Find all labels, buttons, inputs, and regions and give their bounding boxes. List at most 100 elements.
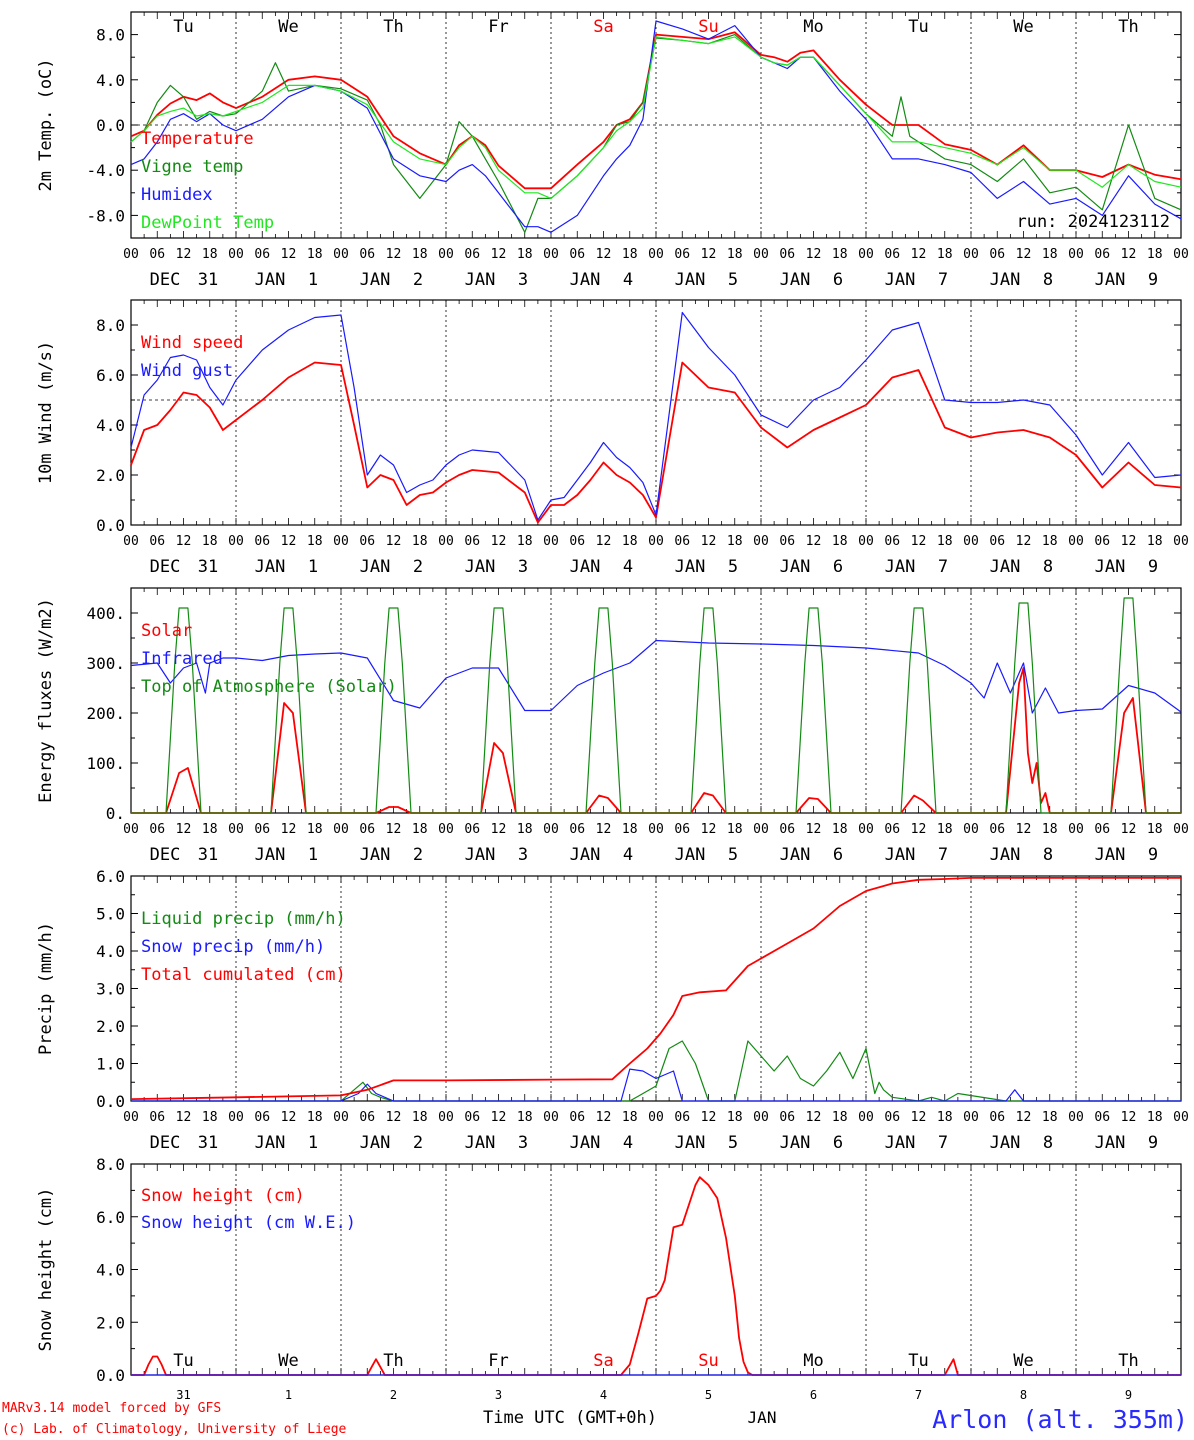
y-tick-label: 200. (86, 704, 125, 723)
hour-tick-label: 06 (149, 534, 165, 549)
hour-tick-label: 06 (779, 822, 795, 837)
series-line-1 (131, 667, 1181, 814)
date-day-label: 8 (1043, 845, 1053, 865)
hour-tick-label: 12 (596, 247, 612, 262)
day-number-label: 3 (495, 1388, 502, 1402)
hour-tick-label: 18 (937, 247, 953, 262)
date-month-label: JAN (885, 557, 916, 577)
weekday-label: We (1013, 17, 1033, 37)
y-tick-label: 8.0 (96, 316, 125, 335)
hour-tick-label: 06 (359, 1110, 375, 1125)
hour-tick-label: 12 (806, 247, 822, 262)
hour-tick-label: 06 (1094, 247, 1110, 262)
hour-tick-label: 06 (779, 247, 795, 262)
legend-entry: Solar (141, 621, 192, 641)
hour-tick-label: 00 (438, 822, 454, 837)
hour-tick-label: 18 (517, 822, 533, 837)
hour-tick-label: 12 (281, 534, 297, 549)
hour-tick-label: 06 (1094, 1110, 1110, 1125)
hour-tick-label: 06 (569, 534, 585, 549)
hour-tick-label: 06 (149, 822, 165, 837)
hour-tick-label: 18 (1147, 247, 1163, 262)
hour-tick-label: 06 (254, 534, 270, 549)
hour-tick-label: 00 (963, 1110, 979, 1125)
weekday-label: We (278, 1351, 298, 1371)
hour-tick-label: 00 (963, 534, 979, 549)
legend-entry: Liquid precip (mm/h) (141, 909, 346, 929)
date-day-label: 2 (413, 270, 423, 290)
date-day-label: 3 (518, 270, 528, 290)
weekday-label: Fr (488, 1351, 508, 1371)
weekday-label: Su (698, 17, 718, 37)
hour-tick-label: 00 (333, 822, 349, 837)
weekday-label: Mo (803, 1351, 823, 1371)
hour-tick-label: 00 (438, 1110, 454, 1125)
station-label: Arlon (alt. 355m) (932, 1405, 1188, 1434)
hour-tick-label: 00 (438, 247, 454, 262)
day-number-label: 6 (810, 1388, 817, 1402)
hour-tick-label: 18 (517, 1110, 533, 1125)
date-month-label: JAN (570, 270, 601, 290)
hour-tick-label: 12 (281, 1110, 297, 1125)
hour-tick-label: 12 (281, 247, 297, 262)
y-tick-label: 8.0 (96, 26, 125, 45)
weekday-label: Th (1118, 17, 1138, 37)
day-number-label: 4 (600, 1388, 607, 1402)
hour-tick-label: 12 (176, 247, 192, 262)
hour-tick-label: 12 (491, 1110, 507, 1125)
hour-tick-label: 12 (1121, 822, 1137, 837)
legend-entry: Total cumulated (cm) (141, 965, 346, 985)
hour-tick-label: 18 (727, 247, 743, 262)
series-line-3 (130, 877, 1181, 1100)
hour-tick-label: 18 (307, 247, 323, 262)
date-month-label: DEC (150, 270, 181, 290)
hour-tick-label: 00 (858, 822, 874, 837)
weekday-label: We (278, 17, 298, 37)
date-month-label: JAN (465, 1133, 496, 1153)
hour-tick-label: 12 (176, 822, 192, 837)
hour-tick-label: 06 (884, 822, 900, 837)
date-day-label: 7 (938, 845, 948, 865)
y-axis-title: 2m Temp. (oC) (36, 58, 56, 191)
hour-tick-label: 00 (1173, 822, 1189, 837)
y-tick-label: 6.0 (96, 366, 125, 385)
y-tick-label: 0.0 (96, 516, 125, 535)
series-line-2 (130, 639, 1182, 714)
y-tick-label: 4.0 (96, 71, 125, 90)
hour-tick-label: 06 (569, 247, 585, 262)
hour-tick-label: 18 (307, 534, 323, 549)
date-day-label: 31 (198, 845, 218, 865)
hour-tick-label: 00 (963, 822, 979, 837)
hour-tick-label: 18 (937, 534, 953, 549)
legend-entry: Wind speed (141, 333, 243, 353)
y-tick-label: -4.0 (86, 161, 125, 180)
hour-tick-label: 06 (884, 1110, 900, 1125)
legend-entry: Snow precip (mm/h) (141, 937, 325, 957)
hour-tick-label: 18 (727, 1110, 743, 1125)
date-month-label: DEC (150, 1133, 181, 1153)
hour-tick-label: 12 (701, 534, 717, 549)
date-month-label: DEC (150, 557, 181, 577)
date-day-label: 7 (938, 557, 948, 577)
hour-tick-label: 12 (806, 534, 822, 549)
hour-tick-label: 18 (412, 1110, 428, 1125)
date-day-label: 2 (413, 1133, 423, 1153)
date-month-label: JAN (360, 1133, 391, 1153)
date-day-label: 7 (938, 270, 948, 290)
hour-tick-label: 12 (1121, 247, 1137, 262)
date-month-label: JAN (255, 270, 286, 290)
hour-tick-label: 06 (569, 822, 585, 837)
series-line-3 (130, 20, 1182, 233)
hour-tick-label: 06 (359, 247, 375, 262)
date-day-label: 31 (198, 270, 218, 290)
date-day-label: 5 (728, 557, 738, 577)
hour-tick-label: 18 (517, 247, 533, 262)
hour-tick-label: 12 (701, 822, 717, 837)
hour-tick-label: 00 (228, 534, 244, 549)
y-tick-label: 2.0 (96, 1017, 125, 1036)
date-day-label: 1 (308, 557, 318, 577)
date-day-label: 3 (518, 1133, 528, 1153)
series-line-1 (130, 361, 1182, 524)
series-line-2 (130, 311, 1182, 521)
date-day-label: 4 (623, 270, 633, 290)
